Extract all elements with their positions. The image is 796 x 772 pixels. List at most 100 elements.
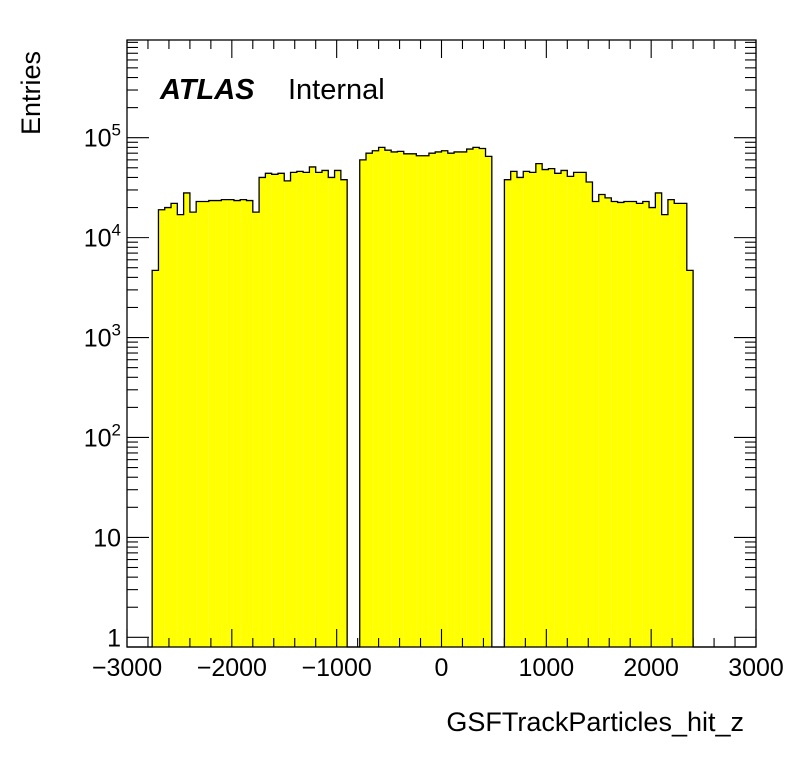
y-axis-title: Entries — [16, 51, 46, 135]
histogram-bin — [428, 153, 436, 647]
histogram-bin — [542, 169, 549, 648]
histogram-bin — [667, 199, 675, 647]
histogram-bin — [227, 199, 234, 647]
histogram-bin — [328, 177, 335, 647]
histogram-bin — [215, 200, 222, 648]
histogram-bin — [290, 172, 297, 647]
y-tick-label: 102 — [84, 420, 121, 452]
histogram-outline — [127, 146, 756, 648]
x-tick-label: 0 — [435, 654, 449, 682]
histogram-bin — [422, 155, 429, 648]
histogram-bin — [284, 180, 291, 647]
histogram-bin — [630, 201, 637, 648]
y-tick-label: 1 — [107, 624, 121, 652]
histogram-bin — [416, 155, 423, 648]
internal-label: Internal — [288, 74, 385, 106]
histogram-bin — [554, 173, 562, 647]
histogram-bin — [479, 148, 486, 648]
histogram-bin — [340, 179, 348, 647]
x-tick-label: −2000 — [197, 654, 267, 682]
x-tick-label: 2000 — [623, 654, 679, 682]
x-tick-label: 1000 — [519, 654, 575, 682]
y-tick-label: 104 — [84, 221, 121, 253]
histogram-bin — [516, 177, 524, 647]
histogram-bin — [636, 203, 643, 647]
histogram-bin — [605, 197, 612, 648]
histogram-bin — [321, 170, 329, 647]
histogram-bin — [378, 147, 385, 647]
histogram-bin — [177, 214, 184, 647]
x-tick-label: 3000 — [728, 654, 784, 682]
histogram-bin — [410, 153, 417, 648]
histogram-bin — [309, 166, 316, 648]
histogram-bin — [485, 156, 492, 647]
histogram-bin — [183, 192, 190, 647]
histogram-bin — [372, 150, 379, 647]
histogram-bin — [548, 168, 555, 647]
histogram-bin — [303, 172, 310, 647]
histogram-bin — [586, 182, 593, 647]
histogram-bin — [277, 173, 285, 647]
histogram-bin — [680, 203, 687, 647]
histogram-bin — [598, 194, 606, 647]
histogram-bin — [661, 214, 668, 647]
histogram-bin — [397, 151, 404, 648]
histogram-bin — [504, 179, 511, 647]
x-axis: −3000 −2000 −1000 0 1000 2000 3000 — [92, 40, 784, 682]
x-axis-title: GSFTrackParticles_hit_z — [446, 707, 744, 737]
histogram-bin — [454, 151, 461, 647]
y-tick-label: 103 — [84, 321, 121, 353]
histogram-bars — [127, 146, 756, 648]
histogram-bin — [529, 172, 536, 647]
histogram-bin — [573, 172, 580, 647]
x-tick-label: −3000 — [92, 654, 162, 682]
histogram-bin — [265, 173, 272, 647]
histogram-bin — [202, 201, 209, 648]
histogram-bin — [233, 200, 241, 648]
histogram-bin — [686, 270, 694, 647]
histogram-bin — [460, 151, 467, 647]
histogram-bin — [441, 150, 448, 647]
histogram-bin — [171, 203, 178, 647]
histogram-bin — [391, 151, 398, 647]
histogram-bin — [466, 149, 473, 648]
histogram-bin — [561, 170, 568, 647]
histogram-bin — [246, 200, 253, 648]
y-tick-label: 10 — [93, 524, 121, 552]
histogram-bin — [189, 212, 197, 648]
histogram-bin — [617, 202, 624, 647]
y-axis: 1 10 102 103 104 105 — [84, 41, 756, 652]
histogram-bin — [152, 270, 159, 647]
histogram-bin — [655, 192, 662, 647]
histogram-bin — [642, 201, 650, 648]
histogram-bin — [240, 199, 247, 647]
histogram-bin — [252, 212, 260, 648]
histogram-bin — [359, 159, 367, 647]
histogram-bin — [334, 170, 341, 647]
histogram-bin — [196, 201, 203, 648]
histogram-bin — [623, 201, 631, 648]
histogram-bin — [523, 171, 530, 647]
histogram-bin — [164, 207, 172, 648]
histogram-bin — [510, 171, 517, 647]
x-tick-label: −1000 — [302, 654, 372, 682]
histogram-bin — [221, 199, 228, 647]
histogram-bin — [472, 147, 480, 647]
histogram-bin — [271, 174, 278, 647]
histogram-bin — [296, 171, 304, 647]
atlas-label: ATLAS — [159, 74, 255, 106]
histogram-bin — [447, 153, 455, 647]
histogram-bin — [315, 172, 322, 647]
histogram-bin — [384, 150, 392, 647]
histogram-bin — [259, 177, 266, 647]
histogram-bin — [579, 172, 587, 647]
histogram-bin — [403, 153, 411, 648]
y-tick-label: 105 — [84, 121, 121, 153]
histogram-bin — [674, 203, 681, 647]
histogram-bin — [649, 207, 656, 648]
histogram-bin — [435, 151, 442, 647]
histogram-bin — [208, 200, 216, 648]
histogram-bin — [567, 176, 574, 647]
histogram-bin — [366, 153, 373, 647]
